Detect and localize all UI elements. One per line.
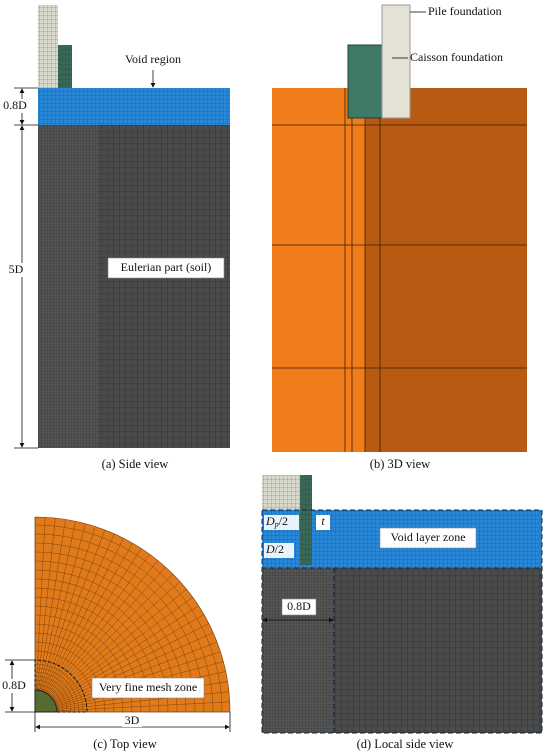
label: Caisson foundation <box>410 50 503 64</box>
label: 5D <box>9 262 24 276</box>
label-bg <box>2 99 28 113</box>
label-bg <box>0 679 28 693</box>
label: Very fine mesh zone <box>99 680 197 694</box>
label: 3D <box>125 713 140 727</box>
partition-lines <box>272 88 527 452</box>
panel-a: Void region 0.8D 5D Eulerian part (soil)… <box>2 5 230 471</box>
label-bg <box>316 515 330 530</box>
panel-b: Pile foundation Caisson foundation (b) 3… <box>272 4 527 471</box>
label: 0.8D <box>3 98 27 112</box>
label-part: /2 <box>275 542 284 556</box>
label-part: D <box>265 542 275 556</box>
label: t <box>321 514 325 528</box>
zone-outline <box>261 509 543 734</box>
label-part: p <box>274 520 279 529</box>
panel-c: 0.8D 3D Very fine mesh zone (c) Top view <box>0 516 231 751</box>
label: 0.8D <box>287 599 311 613</box>
label: Void layer zone <box>390 530 465 544</box>
label-bg <box>6 263 26 277</box>
label-bg <box>264 543 294 558</box>
dim-ticks <box>14 87 38 449</box>
label-bg <box>264 515 299 530</box>
panel-d: Dp/2 t D/2 Void layer zone 0.8D (d) Loca… <box>261 475 543 751</box>
label: Void region <box>125 52 181 66</box>
caption: (d) Local side view <box>357 737 454 751</box>
dim-ticks <box>5 659 231 732</box>
fine-zone <box>34 659 88 713</box>
label: D/2 <box>265 542 284 556</box>
caption: (c) Top view <box>93 737 156 751</box>
label: Eulerian part (soil) <box>121 260 212 274</box>
pile <box>262 475 300 510</box>
label: 0.8D <box>2 678 26 692</box>
soil-block-side <box>365 88 527 452</box>
label-bg <box>122 715 142 727</box>
caption: (a) Side view <box>102 457 169 471</box>
label-box <box>379 527 477 549</box>
label-part: D <box>265 514 275 528</box>
label-box <box>107 257 225 279</box>
fine-mesh <box>262 568 334 733</box>
label-box <box>281 598 317 616</box>
caisson <box>300 475 312 565</box>
label-box <box>91 677 205 699</box>
label: Pile foundation <box>428 4 502 18</box>
void-mesh <box>38 88 230 125</box>
caption: (b) 3D view <box>370 457 430 471</box>
fine-mesh <box>38 125 98 448</box>
pile <box>381 4 411 119</box>
caisson <box>34 689 58 713</box>
label: Dp/2 <box>265 514 288 529</box>
pile <box>38 5 58 88</box>
label-part: /2 <box>279 514 288 528</box>
